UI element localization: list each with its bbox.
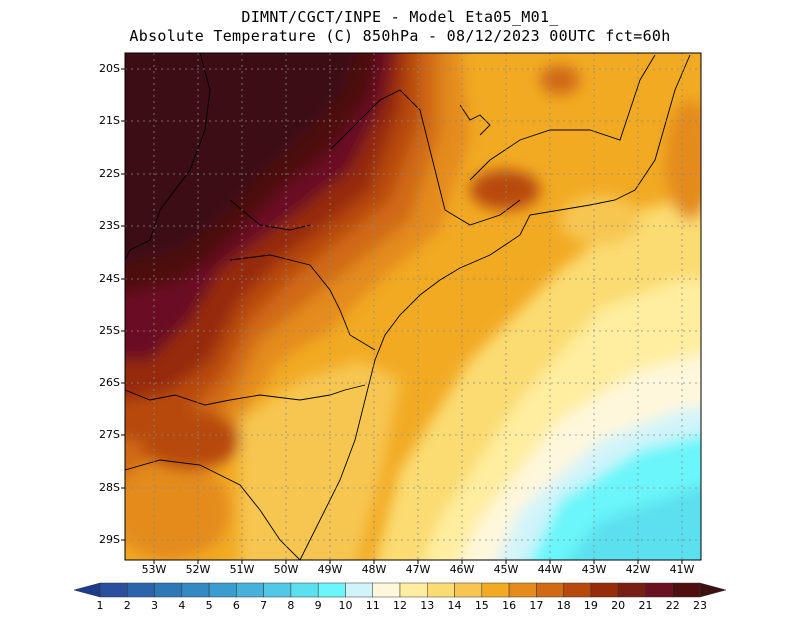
colorbar-segment <box>427 582 455 598</box>
lon-label: 53W <box>141 563 167 576</box>
colorbar-segment <box>508 582 537 598</box>
lat-label: 24S <box>99 272 120 285</box>
colorbar-label: 10 <box>338 599 353 612</box>
colorbar-segment <box>236 582 264 598</box>
colorbar-label: 16 <box>502 599 517 612</box>
colorbar-label: 8 <box>287 599 295 612</box>
colorbar-segment <box>563 582 592 598</box>
title-line-2: Absolute Temperature (C) 850hPa - 08/12/… <box>129 27 671 45</box>
colorbar-segment <box>454 582 483 598</box>
colorbar-label: 14 <box>447 599 462 612</box>
colorbar-segment <box>208 582 237 598</box>
lon-label: 44W <box>537 563 563 576</box>
lat-label: 21S <box>99 114 120 127</box>
colorbar-label: 9 <box>314 599 322 612</box>
lon-label: 52W <box>185 563 211 576</box>
colorbar-label: 21 <box>638 599 653 612</box>
axis-ticks <box>121 68 683 564</box>
colorbar-segment <box>481 582 510 598</box>
lon-label: 41W <box>669 563 695 576</box>
colorbar-label: 15 <box>474 599 489 612</box>
colorbar-segment <box>672 582 701 598</box>
colorbar-label: 11 <box>365 599 380 612</box>
colorbar-segment <box>590 582 619 598</box>
colorbar-label: 6 <box>232 599 240 612</box>
colorbar-arrow-right <box>699 582 727 598</box>
colorbar <box>73 582 727 598</box>
colorbar-label: 4 <box>178 599 186 612</box>
title-line-1: DIMNT/CGCT/INPE - Model Eta05_M01_ <box>241 8 559 26</box>
lat-label: 29S <box>99 533 120 546</box>
colorbar-segment <box>645 582 673 598</box>
lon-label: 46W <box>449 563 475 576</box>
colorbar-segment <box>345 582 373 598</box>
colorbar-label: 7 <box>260 599 268 612</box>
colorbar-segment <box>154 582 183 598</box>
colorbar-arrow-left <box>73 582 101 598</box>
lon-label: 43W <box>581 563 607 576</box>
lat-label: 22S <box>99 167 120 180</box>
coastline-borders <box>125 53 691 560</box>
colorbar-segment <box>399 582 428 598</box>
grid-lines <box>125 53 701 560</box>
lat-label: 26S <box>99 376 120 389</box>
colorbar-label: 5 <box>205 599 213 612</box>
colorbar-label: 22 <box>665 599 680 612</box>
colorbar-segment <box>99 582 128 598</box>
colorbar-segment <box>263 582 292 598</box>
colorbar-label: 3 <box>151 599 159 612</box>
colorbar-segment <box>317 582 346 598</box>
colorbar-label: 20 <box>611 599 626 612</box>
lon-label: 50W <box>273 563 299 576</box>
colorbar-label: 19 <box>583 599 598 612</box>
temperature-field <box>125 53 701 560</box>
colorbar-label: 23 <box>693 599 707 612</box>
lon-label: 45W <box>493 563 519 576</box>
colorbar-segment <box>372 582 401 598</box>
colorbar-label: 17 <box>529 599 544 612</box>
lat-label: 20S <box>99 62 120 75</box>
colorbar-label: 2 <box>123 599 131 612</box>
lat-label: 23S <box>99 219 120 232</box>
lat-label: 27S <box>99 428 120 441</box>
colorbar-segment <box>617 582 646 598</box>
colorbar-segment <box>290 582 319 598</box>
colorbar-segment <box>181 582 210 598</box>
map-frame <box>124 52 702 561</box>
colorbar-label: 1 <box>96 599 104 612</box>
lon-label: 42W <box>625 563 651 576</box>
colorbar-segment <box>127 582 155 598</box>
lon-label: 47W <box>405 563 431 576</box>
colorbar-label: 18 <box>556 599 571 612</box>
lon-label: 51W <box>229 563 255 576</box>
colorbar-segment <box>536 582 564 598</box>
lat-label: 25S <box>99 324 120 337</box>
colorbar-label: 12 <box>393 599 407 612</box>
lat-label: 28S <box>99 481 120 494</box>
lon-label: 49W <box>317 563 343 576</box>
lon-label: 48W <box>361 563 387 576</box>
colorbar-label: 13 <box>420 599 435 612</box>
